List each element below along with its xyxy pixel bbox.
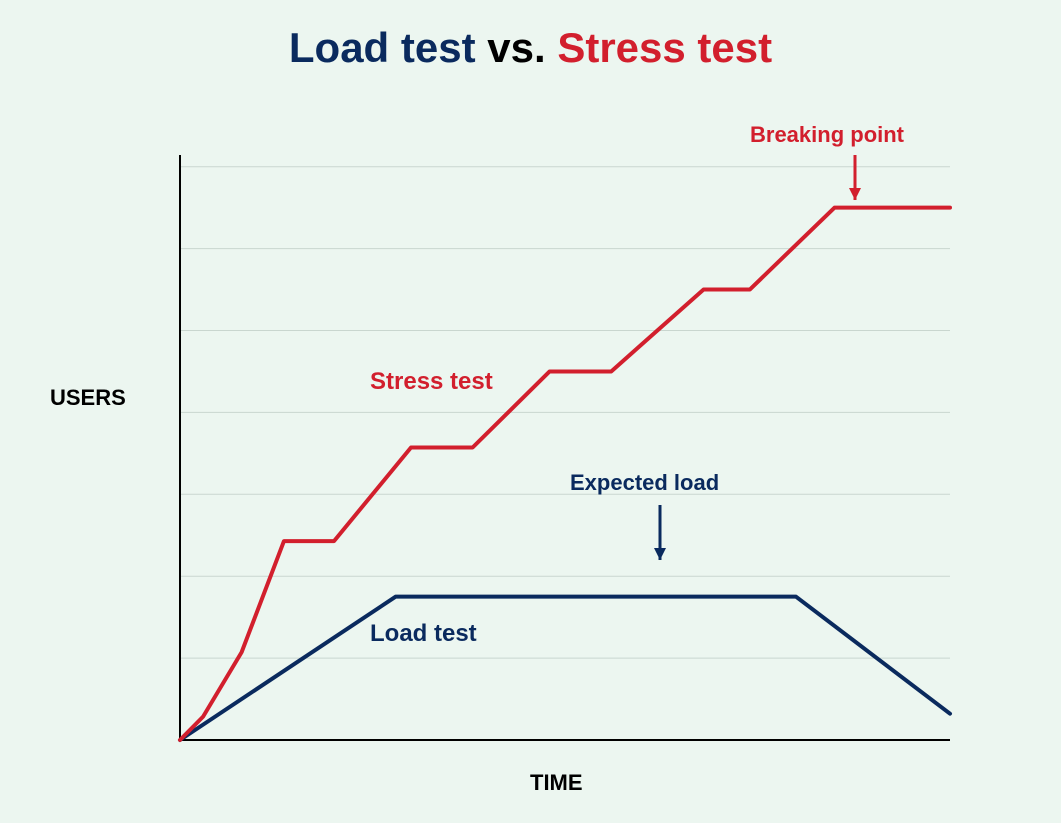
gridlines <box>180 167 950 658</box>
arrow-breaking-point <box>849 155 861 200</box>
line-load-test <box>180 597 950 740</box>
axes <box>180 155 950 740</box>
chart-page: Load test vs. Stress test USERS TIME Str… <box>0 0 1061 823</box>
label-expected-load: Expected load <box>570 470 719 496</box>
label-breaking-point: Breaking point <box>750 122 904 148</box>
arrow-expected-load <box>654 505 666 560</box>
label-stress-test: Stress test <box>370 368 493 396</box>
line-stress-test <box>180 208 950 740</box>
label-load-test: Load test <box>370 620 477 648</box>
